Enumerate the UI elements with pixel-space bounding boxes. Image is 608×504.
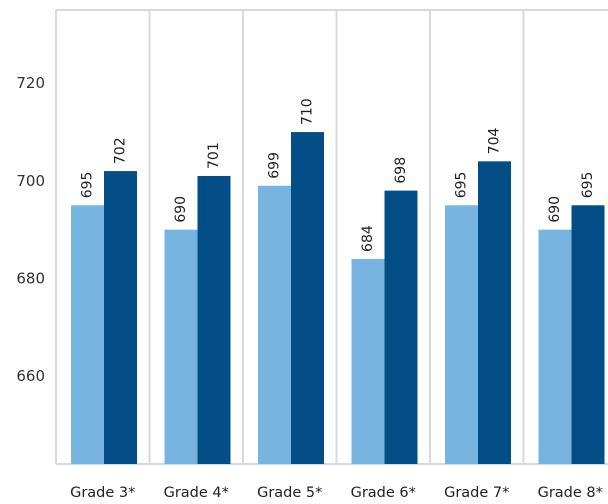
bar — [445, 205, 478, 465]
data-label: 690 — [173, 196, 189, 223]
data-label: 702 — [113, 137, 129, 164]
y-tick-label: 660 — [16, 367, 45, 385]
y-tick-label: 680 — [16, 269, 45, 287]
data-label: 699 — [267, 152, 283, 179]
chart-frame — [55, 9, 608, 465]
data-label: 690 — [547, 196, 563, 223]
data-label: 695 — [580, 172, 596, 199]
data-label: 698 — [393, 157, 409, 184]
x-tick-label: Grade 6* — [351, 485, 416, 501]
data-label: 710 — [300, 98, 316, 125]
y-tick-label: 700 — [16, 172, 45, 190]
data-label: 704 — [487, 128, 503, 155]
bar — [384, 190, 418, 464]
data-label: 695 — [80, 172, 96, 199]
x-axis: Grade 3* Grade 4* Grade 5* Grade 6* Grade 7*… — [70, 485, 603, 501]
bar — [197, 175, 231, 464]
bar — [351, 258, 385, 464]
x-tick-label: Grade 4* — [164, 485, 229, 501]
data-label: 701 — [206, 142, 222, 169]
data-label: 684 — [360, 225, 376, 252]
data-label: 695 — [454, 172, 470, 199]
x-tick-label: Grade 5* — [257, 485, 322, 501]
x-tick-label: Grade 3* — [70, 485, 135, 501]
x-tick-label: Grade 8* — [538, 485, 603, 501]
y-tick-label: 720 — [16, 74, 45, 92]
bar — [538, 229, 572, 464]
bar — [164, 229, 198, 464]
bar — [291, 132, 324, 464]
data-labels: 695 702 690 701 699 710 684 698 695 704 690 695 — [80, 98, 597, 252]
bar — [104, 171, 137, 464]
bars — [71, 132, 605, 465]
bar — [478, 161, 511, 465]
y-axis: 660 680 700 720 — [16, 74, 45, 385]
x-tick-label: Grade 7* — [444, 485, 509, 501]
bar — [571, 205, 605, 465]
bar — [258, 185, 291, 464]
bar — [71, 205, 104, 465]
